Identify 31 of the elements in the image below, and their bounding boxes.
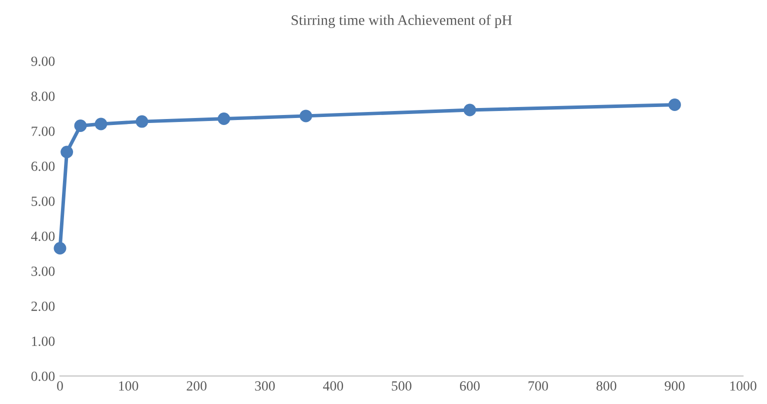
point [74, 120, 87, 132]
y-tick-label: 9.00 [31, 56, 55, 66]
point [668, 98, 681, 111]
x-tick-label: 800 [596, 381, 616, 391]
y-tick-label: 3.00 [31, 266, 55, 276]
y-tick-label: 7.00 [32, 126, 55, 136]
chart-title: Stirring time with Achievement of pH [292, 14, 512, 28]
y-tick-label: 8.00 [31, 92, 55, 102]
point [94, 118, 108, 130]
point [300, 110, 312, 122]
x-tick-label: 300 [255, 381, 275, 391]
x-tick-label: 200 [186, 381, 206, 391]
y-tick-label: 6.00 [31, 162, 55, 172]
x-tick-label: 1000 [730, 381, 756, 391]
x-tick-label: 600 [460, 381, 480, 391]
x-tick-label: 0 [57, 381, 63, 391]
x-tick-label: 400 [323, 381, 344, 391]
point [60, 146, 74, 158]
point [54, 242, 66, 254]
point [136, 115, 148, 128]
y-tick-label: 0.00 [31, 372, 55, 382]
x-tick-label: 700 [528, 381, 548, 391]
x-tick-label: 100 [119, 381, 138, 391]
point [218, 112, 230, 125]
y-tick-label: 2.00 [31, 302, 55, 312]
y-tick-label: 1.00 [32, 336, 55, 346]
y-tick-label: 4.00 [31, 232, 55, 242]
x-tick-label: 900 [664, 381, 685, 391]
point [464, 104, 476, 116]
x-tick-label: 500 [392, 381, 412, 391]
y-tick-label: 5.00 [32, 196, 55, 206]
